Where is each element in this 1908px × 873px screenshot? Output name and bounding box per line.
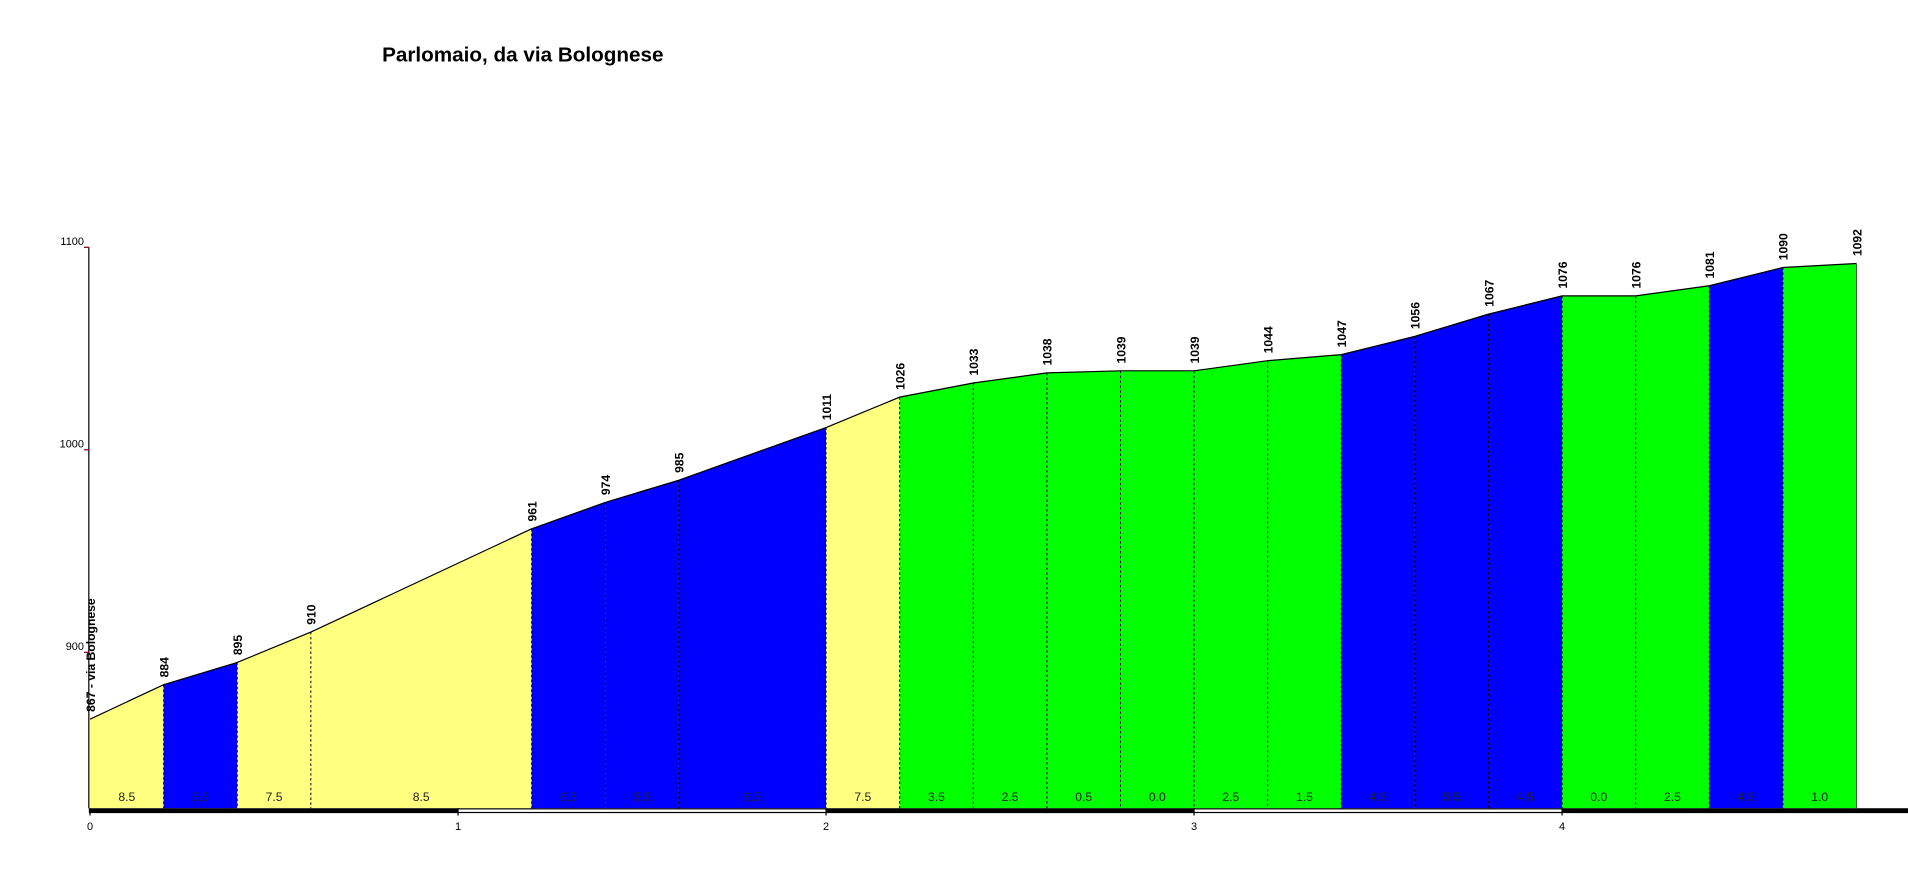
gradient-label: 2.5 [1664,790,1681,804]
gradient-label: 5.5 [634,790,651,804]
x-axis-bar [88,808,1908,814]
segment [531,502,606,809]
point-label: 895 [231,635,245,656]
point-label: 1076 [1630,261,1644,288]
point-label: 1039 [1188,336,1202,363]
point-label: 867 - via Bolognese [84,598,98,712]
chart-title: Parlomaio, da via Bolognese [382,44,663,67]
point-label: 1067 [1482,280,1496,307]
point-label: 1076 [1556,261,1570,288]
point-label: 1056 [1409,302,1423,329]
y-tick-label: 1100 [60,236,84,248]
point-label: 1038 [1041,338,1055,365]
gradient-label: 8.5 [413,790,430,804]
gradient-label: 0.5 [1075,790,1092,804]
segment [1782,263,1857,809]
km-band [458,809,827,812]
gradient-label: 0.0 [1149,790,1166,804]
gradient-label: 4.5 [1517,790,1534,804]
segment [605,480,679,809]
point-label: 1047 [1335,320,1349,347]
segment [1562,295,1636,809]
gradient-label: 7.5 [854,790,871,804]
x-tick-label: 3 [1191,821,1197,833]
gradient-label: 0.0 [1590,790,1607,804]
gradient-label: 6.5 [744,790,761,804]
segment [1341,336,1415,809]
point-label: 884 [158,657,172,678]
point-label: 1081 [1703,251,1717,278]
segment [90,684,164,809]
segment [1120,370,1195,809]
gradient-label: 5.5 [192,790,209,804]
x-tick-label: 0 [87,821,93,833]
point-label: 1090 [1777,233,1791,260]
segment [1267,354,1342,809]
profile-line [89,262,1857,720]
y-tick-label: 900 [66,641,84,653]
segment [1046,370,1121,809]
gradient-label: 7.5 [266,790,283,804]
gradient-label: 6.5 [560,790,577,804]
point-label: 1011 [820,394,834,421]
point-label: 961 [526,501,540,522]
point-label: 1033 [967,348,981,375]
point-label: 910 [305,604,319,625]
segment [678,427,827,809]
gradient-label: 2.5 [1222,790,1239,804]
gradient-label: 4.5 [1738,790,1755,804]
point-label: 1039 [1114,336,1128,363]
segment [237,632,311,809]
segment [1414,314,1489,809]
point-label: 985 [673,452,687,473]
point-label: 1026 [894,363,908,390]
gradient-label: 3.5 [928,790,945,804]
gradient-label: 1.5 [1296,790,1313,804]
x-tick-label: 4 [1559,821,1565,833]
segment [1488,295,1563,809]
gradient-label: 4.5 [1370,790,1387,804]
segment [1635,285,1710,809]
segment [1709,267,1783,809]
x-tick-label: 1 [455,821,461,833]
point-label: 1044 [1262,326,1276,353]
segment [826,397,900,809]
km-band [1194,809,1563,812]
gradient-label: 2.5 [1002,790,1019,804]
gradient-label: 1.0 [1811,790,1828,804]
x-tick-label: 2 [823,821,829,833]
segment [899,382,974,809]
segment [1194,360,1268,809]
point-label: 1092 [1850,229,1864,256]
point-label: 974 [599,475,613,496]
gradient-label: 8.5 [118,790,135,804]
segment [310,528,532,809]
gradient-label: 5.5 [1443,790,1460,804]
y-tick-label: 1000 [60,438,84,450]
segment [973,372,1047,809]
segment [163,662,238,809]
